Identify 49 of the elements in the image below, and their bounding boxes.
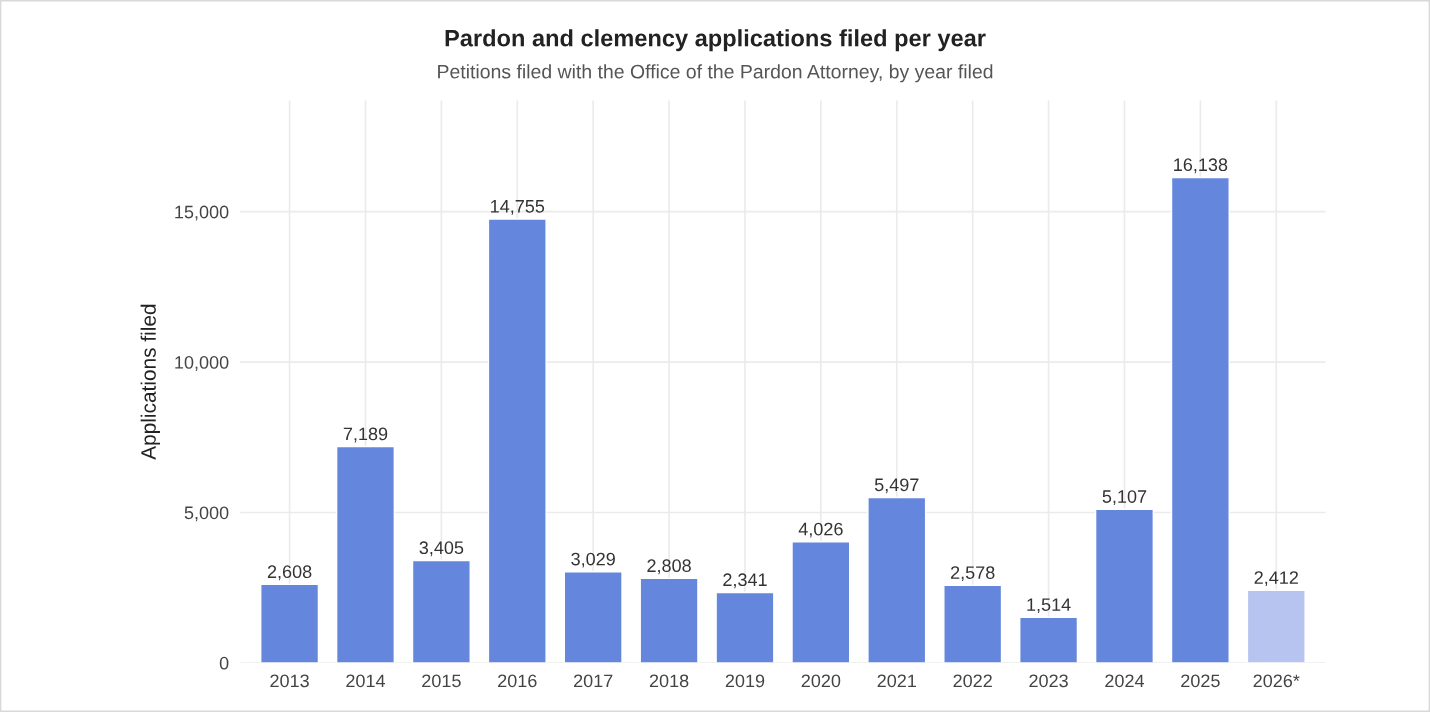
x-tick-label: 2014 [346,674,386,688]
bar [943,584,1003,663]
y-tick-label: 5,000 [184,506,229,522]
bar [563,571,623,663]
bar [260,583,320,663]
y-tick-label: 15,000 [175,205,229,221]
data-label: 7,189 [343,427,388,443]
y-tick-label: 10,000 [175,356,229,371]
data-label: 16,138 [1174,158,1228,174]
x-tick-label: 2018 [649,674,689,688]
data-label: 3,405 [419,541,464,557]
bar [867,496,927,663]
bar [715,591,775,663]
y-axis-title: Applications filed [140,304,161,460]
y-tick-label: 0 [219,656,229,670]
x-tick-label: 2021 [877,674,916,688]
data-label: 2,578 [950,566,995,582]
chart-subtitle: Petitions filed with the Office of the Pardon Attorney, by year filed [438,64,993,83]
data-label: 2,412 [1254,571,1298,587]
bar [411,559,471,663]
x-tick-label: 2017 [574,674,613,688]
bar [639,577,699,663]
data-label: 14,755 [491,200,545,215]
data-label: 5,497 [874,478,919,494]
bar [791,541,851,663]
x-tick-label: 2025 [1181,674,1220,688]
bar [1246,589,1306,663]
x-tick-label: 2022 [953,674,992,688]
data-label: 1,514 [1027,598,1071,614]
data-label: 2,341 [723,573,767,589]
x-tick-label: 2013 [270,674,309,688]
bar [487,218,547,663]
data-label: 3,029 [571,552,615,568]
x-tick-label: 2026* [1253,674,1300,688]
bar [1094,508,1155,663]
bar [335,445,396,663]
bar [1019,616,1079,663]
bar [1170,176,1230,663]
x-tick-label: 2023 [1029,674,1068,688]
data-label: 4,026 [798,522,843,538]
data-label: 5,107 [1102,490,1147,506]
x-tick-label: 2020 [801,674,841,688]
x-tick-label: 2016 [498,674,537,688]
data-label: 2,608 [267,565,312,581]
chart-title: Pardon and clemency applications filed per year [445,29,986,52]
x-tick-label: 2024 [1105,674,1145,688]
data-label: 2,808 [647,559,691,575]
x-tick-label: 2015 [422,674,461,688]
x-tick-label: 2019 [725,674,765,688]
